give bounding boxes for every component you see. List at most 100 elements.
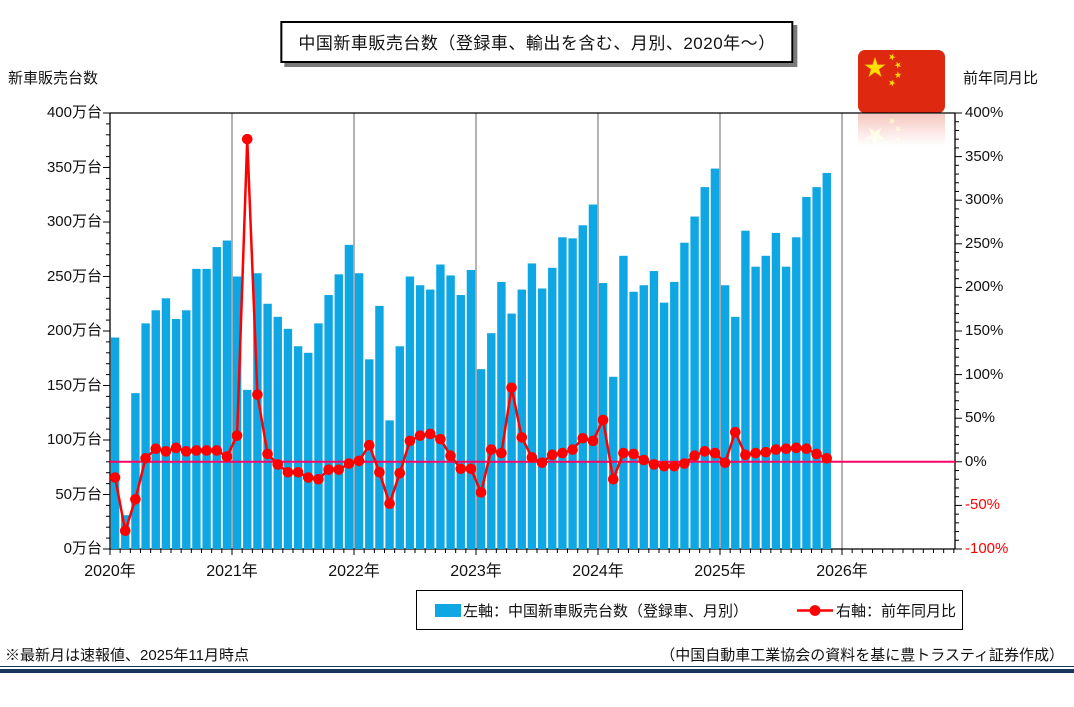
yoy-dot	[323, 464, 334, 475]
sales-bar	[304, 352, 313, 549]
sales-bar	[354, 273, 364, 549]
sales-bar	[344, 244, 354, 549]
yoy-dot	[109, 472, 121, 483]
line-series-marker-icon	[797, 604, 834, 616]
yoy-dot	[211, 445, 223, 456]
yoy-dot	[384, 498, 395, 509]
yoy-dot	[526, 452, 538, 463]
sales-bar	[375, 305, 384, 549]
yoy-dot	[587, 435, 599, 447]
sales-bar	[131, 393, 140, 549]
sales-bar	[293, 346, 303, 549]
yoy-dot	[780, 443, 792, 455]
legend: 左軸：中国新車販売台数（登録車、月別） 右軸：前年同月比	[416, 590, 963, 630]
yoy-dot	[160, 446, 172, 457]
sales-bar	[365, 359, 374, 549]
sales-bar	[659, 302, 669, 549]
yoy-dot	[485, 444, 497, 455]
yoy-dot	[536, 457, 548, 468]
sales-bar	[314, 323, 323, 549]
sales-bar	[822, 172, 831, 549]
year-gridlines	[231, 113, 843, 549]
sales-bar	[192, 268, 201, 549]
yoy-dot	[699, 446, 711, 457]
yoy-dots	[109, 133, 833, 536]
sales-bar	[619, 255, 628, 550]
yoy-dot	[648, 459, 660, 470]
right-axis-tick-label: 0%	[965, 452, 987, 470]
sales-bar	[731, 316, 740, 549]
yoy-dot	[455, 463, 467, 475]
page-title-text: 中国新車販売台数（登録車、輸出を含む、月別、2020年～）	[298, 34, 776, 53]
yoy-dot	[292, 466, 304, 478]
yoy-dot	[201, 445, 212, 456]
sales-bar	[151, 310, 160, 549]
sales-bar	[222, 240, 232, 549]
sales-bars	[110, 168, 831, 550]
bar-series-label: 左軸：中国新車販売台数（登録車、月別）	[463, 602, 749, 620]
left-axis-tick-label: 100万台	[46, 431, 102, 448]
yoy-dot	[262, 448, 273, 460]
yoy-dot	[546, 449, 558, 461]
sales-bar	[497, 281, 506, 549]
right-axis-tick-label: 300%	[965, 191, 1004, 209]
yoy-dot	[424, 428, 436, 440]
sales-bar	[141, 323, 150, 549]
sales-bar	[720, 285, 730, 549]
sales-bar	[202, 268, 211, 549]
source-credit: （中国自動車工業協会の資料を基に豊トラスティ証券作成）	[660, 647, 1064, 664]
yoy-dot	[363, 439, 375, 451]
axis-ticks	[103, 112, 962, 555]
left-axis-tick-label: 250万台	[46, 267, 102, 285]
right-axis-tick-label: 250%	[965, 234, 1004, 252]
right-axis-tick-label: 50%	[965, 409, 996, 427]
yoy-dot	[790, 442, 802, 454]
yoy-dot	[821, 453, 833, 464]
yoy-dot	[221, 451, 233, 462]
right-axis-tick-label: -50%	[965, 496, 1001, 514]
yoy-dot	[506, 382, 517, 393]
sales-bar	[680, 242, 689, 549]
sales-bar	[415, 285, 425, 549]
x-axis-year-label: 2021年	[206, 563, 258, 580]
sales-bar	[802, 196, 811, 549]
yoy-dot	[435, 433, 446, 445]
sales-bar	[110, 337, 120, 549]
yoy-dot	[628, 448, 639, 460]
yoy-dot	[374, 466, 385, 478]
right-axis-tick-label: 200%	[965, 278, 1004, 296]
yoy-dot	[394, 467, 406, 479]
sales-bar	[690, 216, 699, 550]
yoy-dot	[770, 444, 782, 455]
sales-bar	[781, 266, 791, 549]
legend-item-bars: 左軸：中国新車販売台数（登録車、月別）	[435, 600, 748, 621]
yoy-dot	[150, 443, 162, 455]
sales-bar	[588, 204, 598, 549]
yoy-dot	[740, 449, 751, 461]
yoy-dot	[719, 457, 731, 468]
yoy-dot	[577, 432, 589, 444]
yoy-dot	[496, 447, 507, 459]
sales-bar	[476, 369, 486, 549]
yoy-dot	[302, 472, 314, 483]
x-axis-year-label: 2023年	[450, 563, 502, 580]
bottom-rule-thin	[0, 666, 1074, 667]
yoy-dot	[729, 426, 741, 438]
yoy-dot	[130, 494, 141, 505]
yoy-dot	[231, 430, 243, 441]
yoy-dot	[658, 460, 670, 472]
sales-bar	[517, 289, 526, 549]
sales-bar	[253, 273, 262, 549]
sales-bar	[161, 298, 171, 549]
left-axis-tick-label: 200万台	[46, 322, 102, 339]
sales-bar	[456, 295, 465, 549]
bar-series-swatch-icon	[435, 603, 461, 617]
sales-bar	[639, 285, 648, 549]
sales-bar	[232, 276, 242, 549]
right-axis-tick-label: 400%	[965, 104, 1004, 121]
line-series-label: 右軸：前年同月比	[836, 602, 957, 620]
sales-bar	[446, 275, 455, 549]
yoy-dot	[465, 463, 477, 475]
x-axis-year-label: 2022年	[328, 563, 380, 580]
yoy-line	[113, 139, 828, 532]
